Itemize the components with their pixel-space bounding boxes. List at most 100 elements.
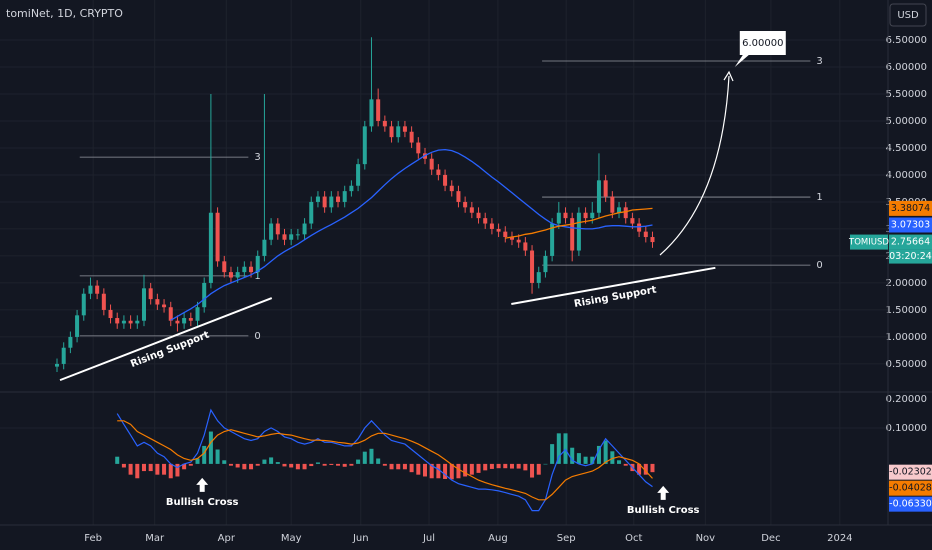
candle-body <box>235 272 240 278</box>
histogram-bar <box>269 457 274 464</box>
candle-body <box>141 288 146 321</box>
annotation-label: Bullish Cross <box>166 497 239 508</box>
candle-body <box>436 169 441 175</box>
candle-body <box>282 234 287 240</box>
histogram-bar <box>376 458 381 464</box>
price-tag <box>889 234 932 250</box>
candle-body <box>382 120 387 127</box>
histogram-bar <box>590 456 595 464</box>
histogram-bar <box>596 445 601 464</box>
candle-body <box>583 212 588 219</box>
projection-arrow <box>659 75 730 256</box>
histogram-bar <box>516 463 521 469</box>
price-tag <box>889 480 932 496</box>
callout-label: 6.00000 <box>742 38 783 49</box>
candle-body <box>463 201 468 208</box>
histogram-bar <box>121 463 126 468</box>
histogram-bar <box>496 463 501 469</box>
callout-box <box>734 30 786 67</box>
candle-body <box>329 196 334 208</box>
histogram-bar <box>275 462 280 464</box>
candle-body <box>449 185 454 192</box>
candle-body <box>416 142 421 154</box>
histogram-bar <box>603 440 608 464</box>
candle-body <box>456 191 461 202</box>
candle-body <box>302 223 307 235</box>
annotation-label: Bullish Cross <box>627 505 700 516</box>
histogram-bar <box>523 463 528 471</box>
candle-body <box>396 126 401 138</box>
histogram-bar <box>489 463 494 469</box>
histogram-bar <box>182 463 187 470</box>
annotation-arrow <box>657 485 670 500</box>
candle-body <box>135 320 140 324</box>
histogram-bar <box>422 463 428 477</box>
histogram-bar <box>389 463 394 470</box>
candle-body <box>596 180 601 213</box>
y-tick-label: 6.00000 <box>886 62 927 73</box>
price-tag <box>889 496 932 512</box>
histogram-bar <box>396 463 401 470</box>
fib-label: 3 <box>254 152 260 163</box>
candle-body <box>356 164 361 186</box>
candle-body <box>523 242 528 251</box>
histogram-bar <box>463 463 468 477</box>
histogram-bar <box>329 463 334 465</box>
histogram-bar <box>469 463 474 475</box>
histogram-bar <box>115 456 120 464</box>
candle-body <box>402 126 407 132</box>
histogram-bar <box>315 462 320 464</box>
candle-body <box>496 228 501 232</box>
candle-body <box>443 174 448 186</box>
histogram-bar <box>255 463 260 466</box>
histogram-bar <box>429 463 434 479</box>
histogram-bar <box>155 463 160 475</box>
x-tick-label: Dec <box>761 533 780 544</box>
candle-body <box>429 158 434 170</box>
candle-body <box>228 272 233 278</box>
countdown-tag <box>889 249 932 264</box>
candle-body <box>309 201 314 224</box>
price-tag-label: -0.02302 <box>889 467 932 478</box>
candle-body <box>155 299 160 305</box>
countdown-label: 03:20:24 <box>889 251 932 262</box>
candle-body <box>289 234 294 240</box>
price-tag-label: 3.07303 <box>891 219 930 230</box>
histogram-bar <box>175 463 180 477</box>
candle-body <box>570 218 575 251</box>
candle-body <box>617 207 622 213</box>
candle-body <box>121 320 126 324</box>
histogram-bar <box>208 431 213 464</box>
candle-body <box>269 223 274 240</box>
candle-body <box>208 212 213 283</box>
histogram-bar <box>342 463 347 467</box>
candle-body <box>322 196 327 208</box>
candle-body <box>249 266 254 273</box>
currency-label[interactable]: USD <box>897 10 919 21</box>
histogram-bar <box>162 463 167 475</box>
currency-button[interactable] <box>889 3 927 27</box>
histogram-bar <box>228 463 233 466</box>
candle-body <box>409 131 414 143</box>
histogram-bar <box>476 463 481 473</box>
candle-body <box>483 218 488 224</box>
signal-line <box>117 420 653 501</box>
candle-body <box>476 212 481 219</box>
histogram-bar <box>509 463 514 469</box>
candle-body <box>148 288 153 300</box>
candle-body <box>262 239 267 256</box>
candle-body <box>630 218 635 224</box>
y-tick-label: 1.00000 <box>886 332 927 343</box>
projection-arrow-head <box>723 70 734 82</box>
candle-body <box>295 234 300 236</box>
candle-body <box>115 318 120 324</box>
candle-body <box>75 315 80 337</box>
histogram-bar <box>215 449 220 464</box>
symbol-tag-label: TOMIUSD <box>848 238 889 248</box>
candle-body <box>637 223 642 232</box>
candle-body <box>362 126 367 165</box>
price-tag-label: -0.06330 <box>889 499 932 510</box>
y-tick-label: 6.50000 <box>886 35 927 46</box>
